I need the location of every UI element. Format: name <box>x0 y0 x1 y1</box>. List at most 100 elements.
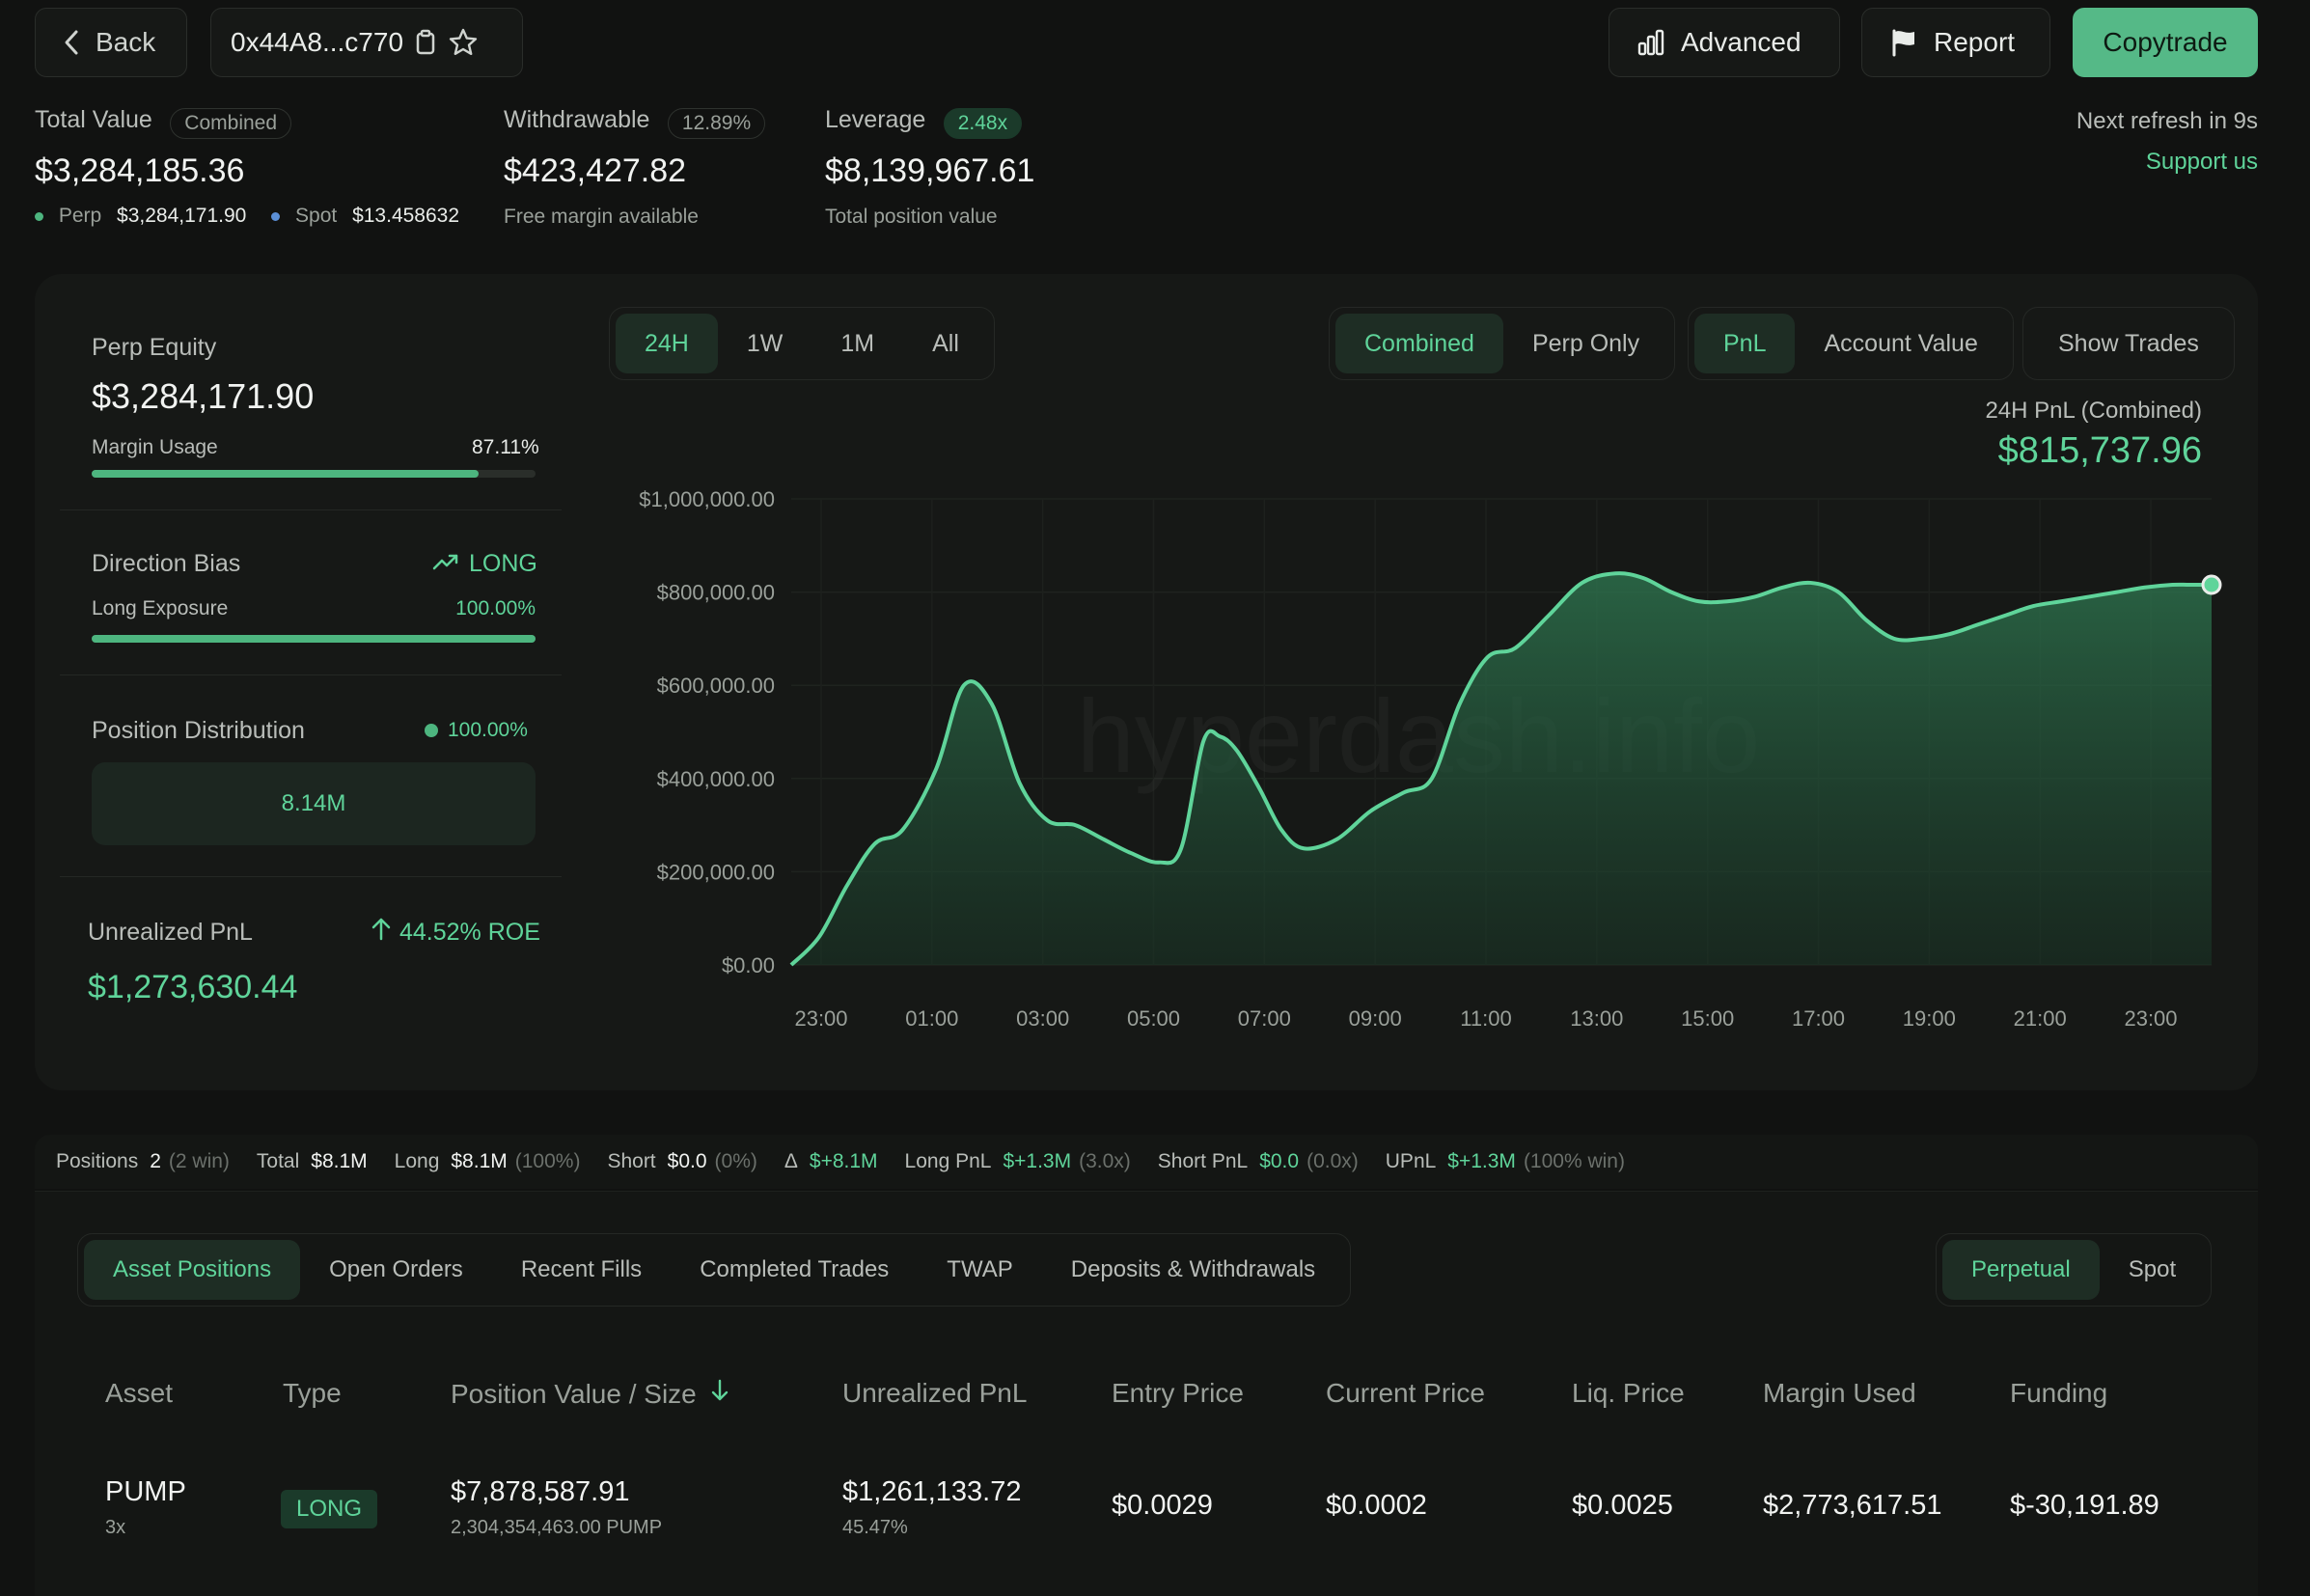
leverage-label: Leverage <box>825 106 926 133</box>
total-value-header: Total Value Combined <box>35 106 292 139</box>
x-tick-label: 09:00 <box>1349 1006 1402 1031</box>
col-liq-price[interactable]: Liq. Price <box>1572 1378 1685 1408</box>
perp-equity-label: Perp Equity <box>92 334 217 361</box>
pnl-area <box>791 573 2212 965</box>
summary-key: Long <box>394 1150 440 1172</box>
summary-pct: (100% win) <box>1523 1150 1625 1172</box>
row-upnl: $1,261,133.72 <box>842 1476 1022 1507</box>
summary-value: $0.0 <box>667 1150 707 1172</box>
withdrawable-sub: Free margin available <box>504 206 699 228</box>
divider <box>35 1191 2258 1192</box>
tab-asset-positions[interactable]: Asset Positions <box>84 1240 301 1300</box>
tab-spot[interactable]: Spot <box>2128 1256 2177 1282</box>
row-funding: $-30,191.89 <box>2010 1490 2159 1521</box>
summary-key: Short <box>607 1150 656 1172</box>
summary-item: UPnL $+1.3M (100% win) <box>1386 1150 1625 1173</box>
range-24h[interactable]: 24H <box>616 314 718 373</box>
metric-pnl[interactable]: PnL <box>1694 314 1796 373</box>
summary-pct: (3.0x) <box>1079 1150 1131 1172</box>
distribution-block-label: 8.14M <box>281 790 346 816</box>
y-tick-label: $400,000.00 <box>657 767 775 791</box>
col-unrealized-pnl[interactable]: Unrealized PnL <box>842 1378 1028 1408</box>
mode-combined[interactable]: Combined <box>1335 314 1503 373</box>
divider <box>60 674 562 675</box>
summary-value: 2 <box>150 1150 161 1172</box>
divider <box>60 876 562 877</box>
tab-twap[interactable]: TWAP <box>947 1256 1013 1282</box>
pnl-line <box>789 571 2212 967</box>
spot-dot <box>271 211 281 221</box>
mode-selector: Combined Perp Only <box>1329 307 1676 380</box>
x-tick-label: 23:00 <box>2124 1006 2177 1031</box>
y-tick-label: $200,000.00 <box>657 860 775 884</box>
metric-selector: PnL Account Value <box>1688 307 2014 380</box>
row-upnl-pct: 45.47% <box>842 1517 908 1538</box>
range-selector: 24H 1W 1M All <box>609 307 995 380</box>
withdrawable-label: Withdrawable <box>504 106 650 133</box>
x-tick-label: 19:00 <box>1903 1006 1956 1031</box>
arrow-up-icon <box>371 918 392 948</box>
perp-value: $3,284,171.90 <box>117 205 247 227</box>
col-type[interactable]: Type <box>283 1378 342 1408</box>
refresh-timer: Next refresh in 9s <box>2076 108 2258 134</box>
metric-account-value[interactable]: Account Value <box>1824 330 1978 357</box>
summary-pct: (100%) <box>514 1150 581 1172</box>
show-trades-toggle[interactable]: Show Trades <box>2022 307 2235 380</box>
col-margin-used[interactable]: Margin Used <box>1763 1378 1916 1408</box>
x-tick-label: 11:00 <box>1460 1006 1511 1031</box>
market-tabs: Perpetual Spot <box>1936 1233 2213 1307</box>
copytrade-button[interactable]: Copytrade <box>2073 8 2258 77</box>
range-all[interactable]: All <box>932 330 959 357</box>
direction-bias-label: Direction Bias <box>92 550 241 577</box>
margin-usage-fill <box>92 470 479 478</box>
wallet-address: 0x44A8...c770 <box>231 27 404 57</box>
x-tick-label: 15:00 <box>1681 1006 1734 1031</box>
summary-key: Δ <box>784 1150 798 1172</box>
chevron-left-icon <box>63 29 80 56</box>
col-entry-price[interactable]: Entry Price <box>1112 1378 1244 1408</box>
col-current-price[interactable]: Current Price <box>1326 1378 1485 1408</box>
summary-value: $8.1M <box>311 1150 368 1172</box>
row-position-size: 2,304,354,463.00 PUMP <box>451 1517 663 1538</box>
position-distribution-value: 100.00% <box>448 719 528 741</box>
distribution-block[interactable]: 8.14M <box>92 762 536 845</box>
pnl-value: $815,737.96 <box>1997 430 2202 471</box>
divider <box>60 509 562 510</box>
perp-dot <box>35 211 43 221</box>
range-1m[interactable]: 1M <box>840 330 875 357</box>
tab-completed-trades[interactable]: Completed Trades <box>700 1256 890 1282</box>
tab-deposits-withdrawals[interactable]: Deposits & Withdrawals <box>1070 1256 1316 1282</box>
tab-open-orders[interactable]: Open Orders <box>329 1256 463 1282</box>
summary-value: $+1.3M <box>1003 1150 1072 1172</box>
summary-pct: (2 win) <box>168 1150 230 1172</box>
address-chip: 0x44A8...c770 <box>210 8 523 77</box>
row-entry-price: $0.0029 <box>1112 1490 1213 1521</box>
summary-key: Positions <box>56 1150 139 1172</box>
range-1w[interactable]: 1W <box>746 330 784 357</box>
row-current-price: $0.0002 <box>1326 1490 1427 1521</box>
col-funding[interactable]: Funding <box>2010 1378 2108 1408</box>
x-tick-label: 23:00 <box>794 1006 847 1031</box>
advanced-button[interactable]: Advanced <box>1609 8 1840 77</box>
col-position-value[interactable]: Position Value / Size <box>451 1378 729 1410</box>
support-link[interactable]: Support us <box>2145 149 2258 175</box>
show-trades-label: Show Trades <box>2058 330 2199 357</box>
report-button[interactable]: Report <box>1861 8 2050 77</box>
bar-chart-icon <box>1636 28 1665 57</box>
summary-pct: (0.0x) <box>1306 1150 1359 1172</box>
copytrade-label: Copytrade <box>2103 27 2228 57</box>
leverage-header: Leverage 2.48x <box>825 106 1023 139</box>
col-asset[interactable]: Asset <box>105 1378 174 1408</box>
copy-icon[interactable] <box>415 29 436 56</box>
mode-perp-only[interactable]: Perp Only <box>1531 330 1640 357</box>
withdrawable-header: Withdrawable 12.89% <box>504 106 766 139</box>
upnl-value: $1,273,630.44 <box>88 969 298 1005</box>
perp-equity-value: $3,284,171.90 <box>92 376 315 416</box>
tab-perpetual[interactable]: Perpetual <box>1942 1240 2100 1300</box>
tab-recent-fills[interactable]: Recent Fills <box>520 1256 643 1282</box>
perp-label: Perp <box>58 205 102 227</box>
pnl-endpoint <box>2201 574 2222 595</box>
star-icon[interactable] <box>448 27 479 58</box>
back-button[interactable]: Back <box>35 8 187 77</box>
row-asset[interactable]: PUMP <box>105 1476 186 1507</box>
